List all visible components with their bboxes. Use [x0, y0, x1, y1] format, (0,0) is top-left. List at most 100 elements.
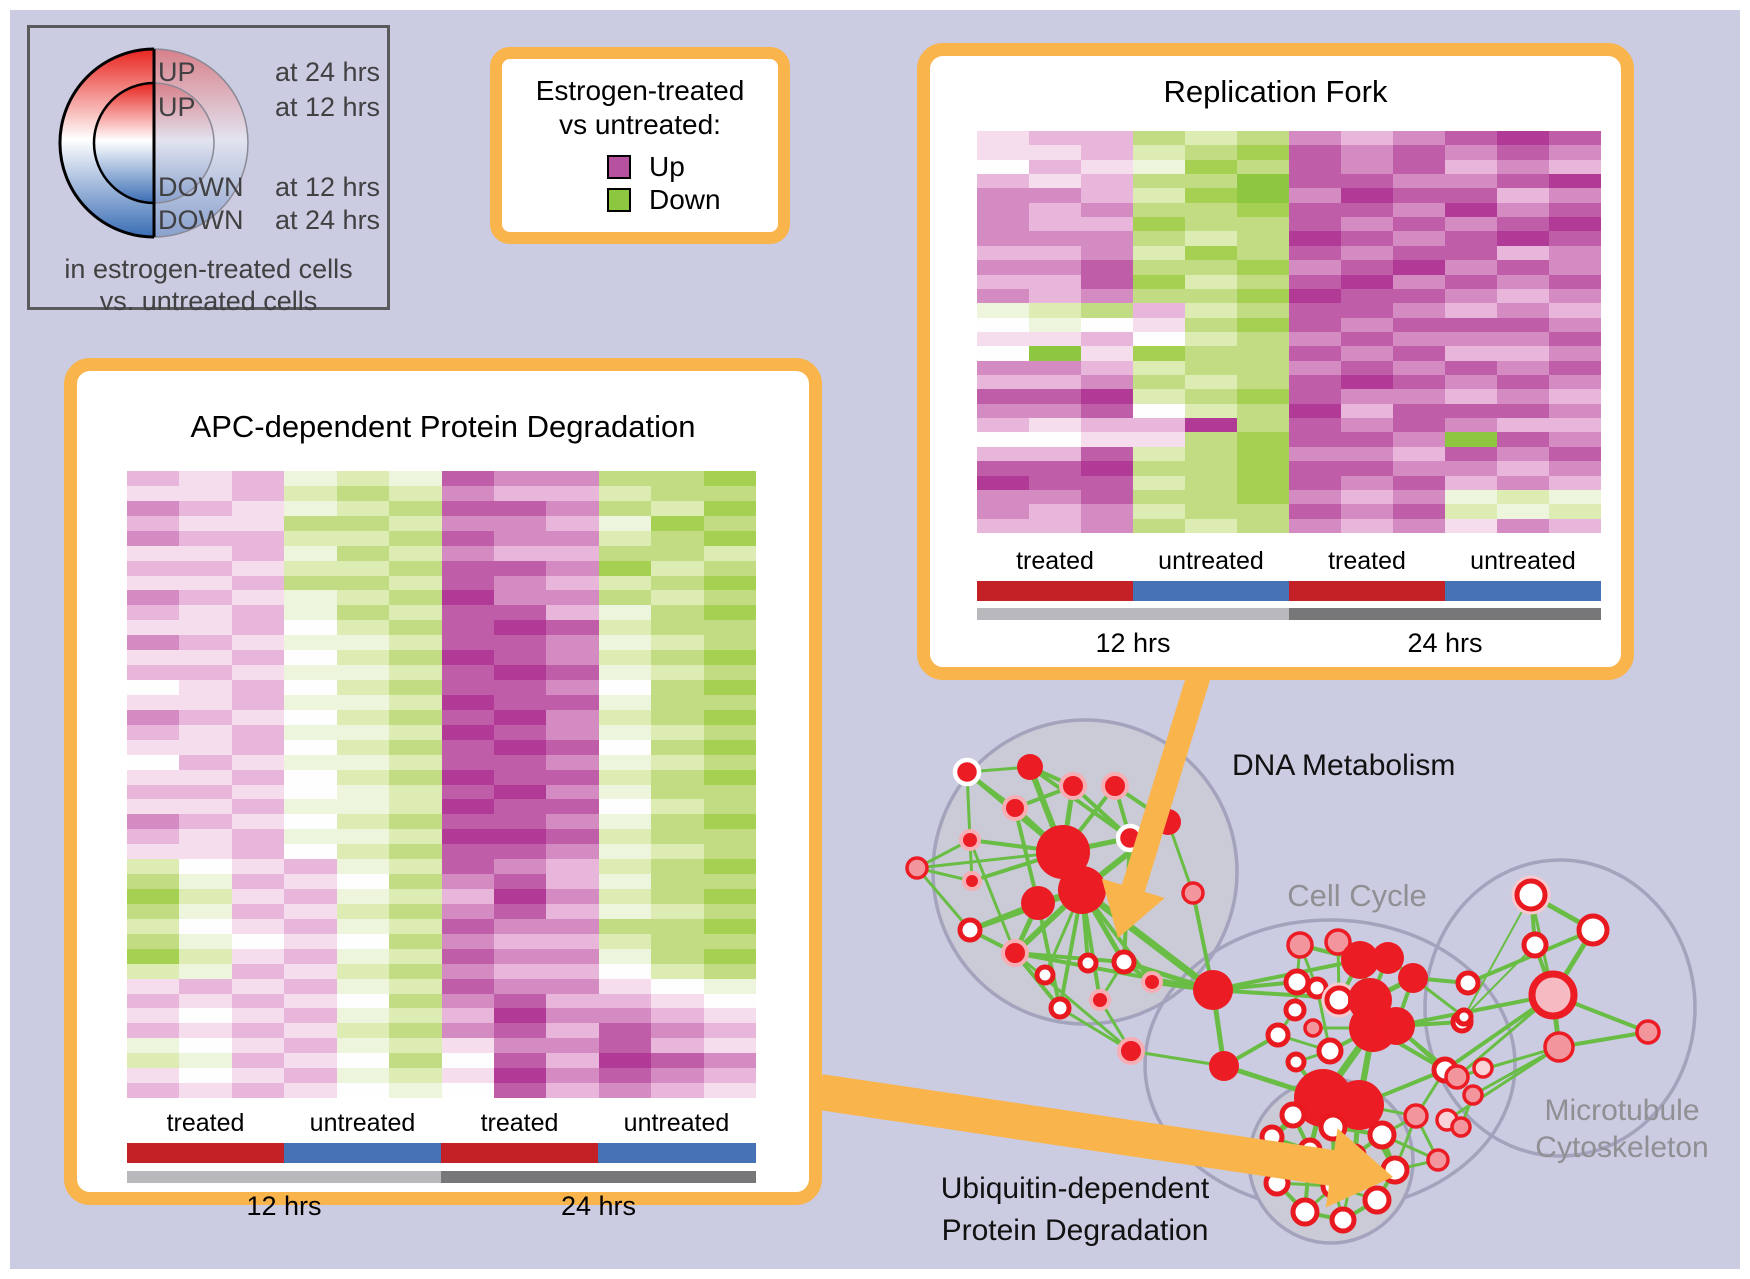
heatmap-cell — [231, 739, 285, 755]
heatmap-cell — [1237, 518, 1289, 533]
heatmap-cell — [1185, 260, 1237, 275]
heatmap-cell — [1237, 159, 1289, 175]
heatmap-cell — [1029, 346, 1081, 361]
heatmap-cell — [493, 560, 547, 576]
heatmap-cell — [127, 978, 180, 994]
heatmap-cell — [1133, 504, 1185, 519]
heatmap-cell — [231, 769, 285, 785]
heatmap-cell — [127, 515, 180, 531]
heatmap-cell — [336, 650, 390, 666]
network-edge — [968, 839, 1017, 954]
heatmap-cell — [1237, 331, 1289, 347]
heatmap-cell — [546, 680, 599, 695]
heatmap-cell — [703, 620, 756, 636]
heatmap-cell — [1289, 303, 1341, 318]
heatmap-cell — [441, 620, 494, 636]
heatmap-cell — [1393, 274, 1445, 289]
heatmap-cell — [179, 844, 232, 860]
apc-12hrs-bar — [127, 1171, 441, 1183]
heatmap-cell — [284, 650, 337, 666]
heatmap-cell — [179, 829, 232, 845]
heatmap-cell — [441, 590, 494, 606]
heatmap-cell — [179, 963, 232, 979]
ring-legend-box: UP at 24 hrs UP at 12 hrs DOWN at 12 hrs DO… — [27, 25, 390, 316]
network-node — [1329, 1206, 1357, 1234]
heatmap-cell — [1029, 489, 1081, 505]
heatmap-cell — [336, 575, 390, 591]
heatmap-cell — [651, 918, 704, 934]
network-node — [1362, 1185, 1392, 1215]
heatmap-cell — [1289, 231, 1341, 246]
heatmap-cell — [1393, 403, 1445, 419]
heatmap-cell — [231, 709, 285, 725]
heatmap-cell — [441, 948, 494, 964]
heatmap-cell — [493, 500, 547, 516]
network-node — [1324, 928, 1352, 956]
heatmap-cell — [493, 1068, 547, 1084]
heatmap-cell — [284, 859, 337, 875]
heatmap-cell — [703, 605, 756, 621]
heatmap-cell — [127, 605, 180, 621]
heatmap-cell — [1549, 446, 1601, 462]
heatmap-cell — [1393, 446, 1445, 462]
heatmap-cell — [1341, 403, 1393, 419]
heatmap-cell — [127, 545, 180, 561]
heatmap-cell — [493, 784, 547, 800]
heatmap-cell — [127, 993, 180, 1009]
heatmap-cell — [651, 650, 704, 666]
heatmap-cell — [1341, 389, 1393, 404]
heatmap-cell — [703, 724, 756, 740]
heatmap-cell — [1185, 245, 1237, 261]
heatmap-cell — [1549, 403, 1601, 419]
heatmap-cell — [1185, 461, 1237, 476]
heatmap-cell — [493, 530, 547, 546]
heatmap-cell — [284, 680, 337, 695]
heatmap-cell — [598, 889, 652, 904]
heatmap-cell — [389, 1053, 442, 1069]
network-edge — [1028, 765, 1132, 840]
apc-group-label-2: untreated — [309, 1109, 416, 1137]
heatmap-cell — [284, 709, 337, 725]
heatmap-cell — [1237, 360, 1289, 376]
heatmap-cell — [1497, 188, 1549, 203]
heatmap-cell — [703, 784, 756, 800]
heatmap-cell — [127, 1053, 180, 1069]
heatmap-cell — [441, 784, 494, 800]
heatmap-cell — [1081, 375, 1133, 390]
heatmap-cell — [441, 560, 494, 576]
apc-group-label-4: untreated — [623, 1109, 730, 1137]
network-node — [1101, 772, 1129, 800]
heatmap-cell — [1549, 346, 1601, 361]
ring-word: DOWN — [158, 205, 244, 235]
heatmap-cell — [546, 709, 599, 725]
heatmap-cell — [977, 432, 1029, 447]
heatmap-cell — [651, 859, 704, 875]
heatmap-cell — [389, 575, 442, 591]
heatmap-cell — [1341, 461, 1393, 476]
heatmap-cell — [1289, 461, 1341, 476]
heatmap-cell — [598, 545, 652, 561]
heatmap-cell — [1549, 145, 1601, 160]
heatmap-cell — [389, 1083, 442, 1098]
heatmap-cell — [651, 799, 704, 815]
heatmap-cell — [127, 590, 180, 606]
heatmap-cell — [651, 680, 704, 695]
heatmap-cell — [1133, 461, 1185, 476]
heatmap-cell — [1081, 331, 1133, 347]
heatmap-cell — [703, 560, 756, 576]
heatmap-cell — [651, 1053, 704, 1069]
heatmap-cell — [1185, 432, 1237, 447]
heatmap-cell — [336, 724, 390, 740]
heatmap-cell — [1289, 331, 1341, 347]
heatmap-cell — [977, 418, 1029, 433]
heatmap-cell — [231, 1053, 285, 1069]
heatmap-cell — [1133, 231, 1185, 246]
heatmap-cell — [651, 575, 704, 591]
heatmap-cell — [1393, 518, 1445, 533]
heatmap-cell — [336, 1083, 390, 1098]
heatmap-cell — [179, 784, 232, 800]
heatmap-cell — [179, 739, 232, 755]
heatmap-cell — [977, 403, 1029, 419]
heatmap-cell — [1029, 518, 1081, 533]
